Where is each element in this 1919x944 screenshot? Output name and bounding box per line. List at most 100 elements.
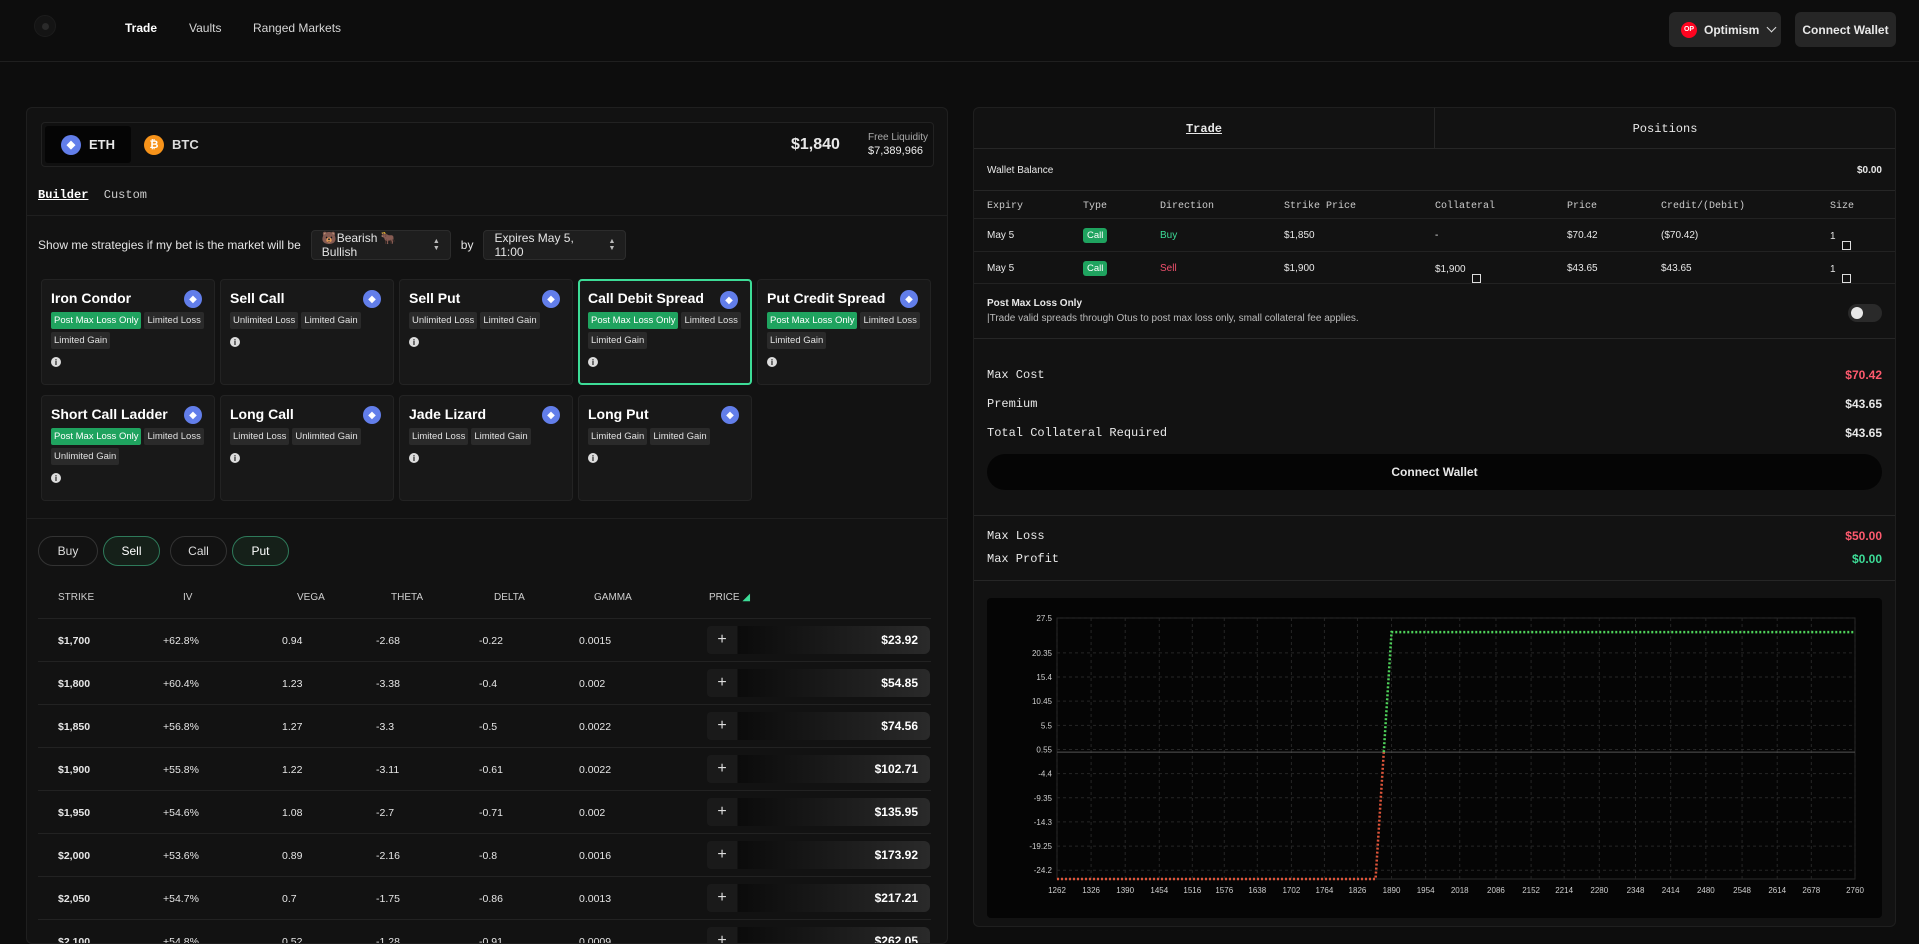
- strategy-tag: Limited Loss: [230, 428, 290, 445]
- info-icon[interactable]: i: [409, 453, 419, 463]
- x-tick-label: 2018: [1451, 886, 1469, 895]
- strategy-tag: Post Max Loss Only: [588, 312, 679, 329]
- edit-icon[interactable]: [1841, 274, 1851, 283]
- option-price-button[interactable]: $74.56: [738, 712, 930, 740]
- strategy-tags: Limited Loss Unlimited Gain: [230, 428, 390, 448]
- strategy-tag: Limited Gain: [588, 428, 648, 445]
- leg-size-text: 1: [1830, 231, 1836, 242]
- leg-expiry: May 5: [987, 230, 1014, 241]
- add-option-button[interactable]: +: [707, 798, 737, 826]
- info-icon[interactable]: i: [51, 357, 61, 367]
- strategy-name: Sell Put: [409, 290, 461, 306]
- chevron-down-icon: [1766, 22, 1777, 33]
- add-option-button[interactable]: +: [707, 669, 737, 697]
- connect-wallet-trade-button[interactable]: Connect Wallet: [987, 454, 1882, 490]
- strategy-tags: Post Max Loss Only Limited Loss Limited Ga…: [588, 312, 748, 352]
- tab-trade[interactable]: Trade: [1185, 121, 1222, 136]
- add-option-button[interactable]: +: [707, 755, 737, 783]
- edit-icon[interactable]: [1841, 241, 1851, 250]
- option-price-button[interactable]: $23.92: [738, 626, 930, 654]
- strategy-card[interactable]: Short Call Ladder ◆ Post Max Loss Only Limi…: [41, 395, 215, 501]
- filter-buy[interactable]: Buy: [38, 536, 98, 566]
- info-icon[interactable]: i: [409, 337, 419, 347]
- strategy-name: Iron Condor: [51, 290, 132, 306]
- info-icon[interactable]: i: [51, 473, 61, 483]
- connect-wallet-button[interactable]: Connect Wallet: [1795, 12, 1896, 47]
- expiry-select[interactable]: Expires May 5, 11:00 ▲ ▼: [483, 230, 627, 260]
- info-icon[interactable]: i: [588, 453, 598, 463]
- cell-vega: 0.89: [282, 850, 303, 862]
- filter-put[interactable]: Put: [232, 536, 289, 566]
- add-option-button[interactable]: +: [707, 626, 737, 654]
- direction-select[interactable]: 🐻Bearish 🐂Bullish ▲ ▼: [310, 230, 451, 260]
- info-icon[interactable]: i: [767, 357, 777, 367]
- builder-tabs: Builder Custom: [38, 187, 159, 202]
- info-icon[interactable]: i: [588, 357, 598, 367]
- strategy-card[interactable]: Long Put ◆ Limited Gain Limited Gain i: [578, 395, 752, 501]
- x-tick-label: 1454: [1150, 886, 1168, 895]
- network-selector[interactable]: OP Optimism: [1669, 12, 1781, 47]
- option-price-button[interactable]: $262.05: [738, 927, 930, 943]
- filter-call[interactable]: Call: [170, 536, 227, 566]
- strategy-card[interactable]: Call Debit Spread ◆ Post Max Loss Only Limi…: [578, 279, 752, 385]
- nav-trade[interactable]: Trade: [125, 21, 158, 35]
- add-option-button[interactable]: +: [707, 927, 737, 943]
- add-option-button[interactable]: +: [707, 841, 737, 869]
- cell-theta: -3.38: [376, 678, 400, 690]
- bet-row: Show me strategies if my bet is the mark…: [38, 230, 636, 260]
- strategy-name: Jade Lizard: [409, 406, 487, 422]
- info-icon[interactable]: i: [230, 337, 240, 347]
- info-icon[interactable]: i: [230, 453, 240, 463]
- premium-row: Premium $43.65: [987, 397, 1882, 411]
- tab-positions[interactable]: Positions: [1632, 121, 1698, 136]
- strategy-card[interactable]: Sell Put ◆ Unlimited Loss Limited Gain i: [399, 279, 573, 385]
- edit-icon[interactable]: [1471, 274, 1481, 283]
- tab-custom[interactable]: Custom: [103, 188, 147, 202]
- post-max-loss-toggle[interactable]: [1848, 304, 1882, 322]
- max-cost-label: Max Cost: [987, 368, 1045, 382]
- add-option-button[interactable]: +: [707, 884, 737, 912]
- asset-eth-button[interactable]: ◆ ETH: [45, 126, 131, 163]
- asset-btc-button[interactable]: ₿ BTC: [144, 126, 199, 163]
- table-row: $2,050 +54.7% 0.7 -1.75 -0.86 0.0013 + $217.21: [38, 876, 931, 919]
- post-max-loss-section: Post Max Loss Only |Trade valid spreads …: [974, 283, 1895, 339]
- strategy-card[interactable]: Put Credit Spread ◆ Post Max Loss Only Limi…: [757, 279, 931, 385]
- eth-icon: ◆: [542, 406, 560, 424]
- cell-vega: 1.27: [282, 721, 303, 733]
- option-price-button[interactable]: $173.92: [738, 841, 930, 869]
- option-price-button[interactable]: $54.85: [738, 669, 930, 697]
- option-price-button[interactable]: $135.95: [738, 798, 930, 826]
- wallet-balance-row: Wallet Balance $0.00: [974, 149, 1895, 191]
- leg-direction-text: Sell: [1160, 263, 1177, 274]
- leg-size: 1: [1830, 263, 1851, 283]
- leg-type-text: Call: [1087, 230, 1104, 241]
- col-vega: VEGA: [297, 592, 325, 603]
- strategy-tag: Limited Gain: [301, 312, 361, 329]
- add-option-button[interactable]: +: [707, 712, 737, 740]
- cell-iv: +53.6%: [163, 850, 199, 862]
- strategy-tag: Limited Loss: [860, 312, 920, 329]
- strategy-card[interactable]: Sell Call ◆ Unlimited Loss Limited Gain i: [220, 279, 394, 385]
- leg-size-text: 1: [1830, 264, 1836, 275]
- strategy-card[interactable]: Long Call ◆ Limited Loss Unlimited Gain i: [220, 395, 394, 501]
- app-logo-icon[interactable]: [34, 15, 56, 37]
- table-row: $1,800 +60.4% 1.23 -3.38 -0.4 0.002 + $54.85: [38, 661, 931, 704]
- x-tick-label: 1326: [1082, 886, 1100, 895]
- divider: [27, 215, 947, 216]
- table-row: $2,000 +53.6% 0.89 -2.16 -0.8 0.0016 + $173.92: [38, 833, 931, 876]
- filter-sell[interactable]: Sell: [103, 536, 160, 566]
- x-tick-label: 1702: [1282, 886, 1300, 895]
- col-expiry: Expiry: [987, 201, 1024, 212]
- cell-vega: 0.7: [282, 893, 297, 905]
- option-price-button[interactable]: $102.71: [738, 755, 930, 783]
- network-label: Optimism: [1704, 22, 1760, 37]
- y-tick-label: -19.25: [1029, 842, 1052, 851]
- option-price-button[interactable]: $217.21: [738, 884, 930, 912]
- eth-icon: ◆: [363, 290, 381, 308]
- strategy-tag: Unlimited Loss: [409, 312, 478, 329]
- strategy-card[interactable]: Iron Condor ◆ Post Max Loss Only Limited Lo…: [41, 279, 215, 385]
- strategy-card[interactable]: Jade Lizard ◆ Limited Loss Limited Gain i: [399, 395, 573, 501]
- nav-vaults[interactable]: Vaults: [189, 21, 222, 35]
- nav-ranged-markets[interactable]: Ranged Markets: [253, 21, 342, 35]
- tab-builder[interactable]: Builder: [38, 188, 89, 202]
